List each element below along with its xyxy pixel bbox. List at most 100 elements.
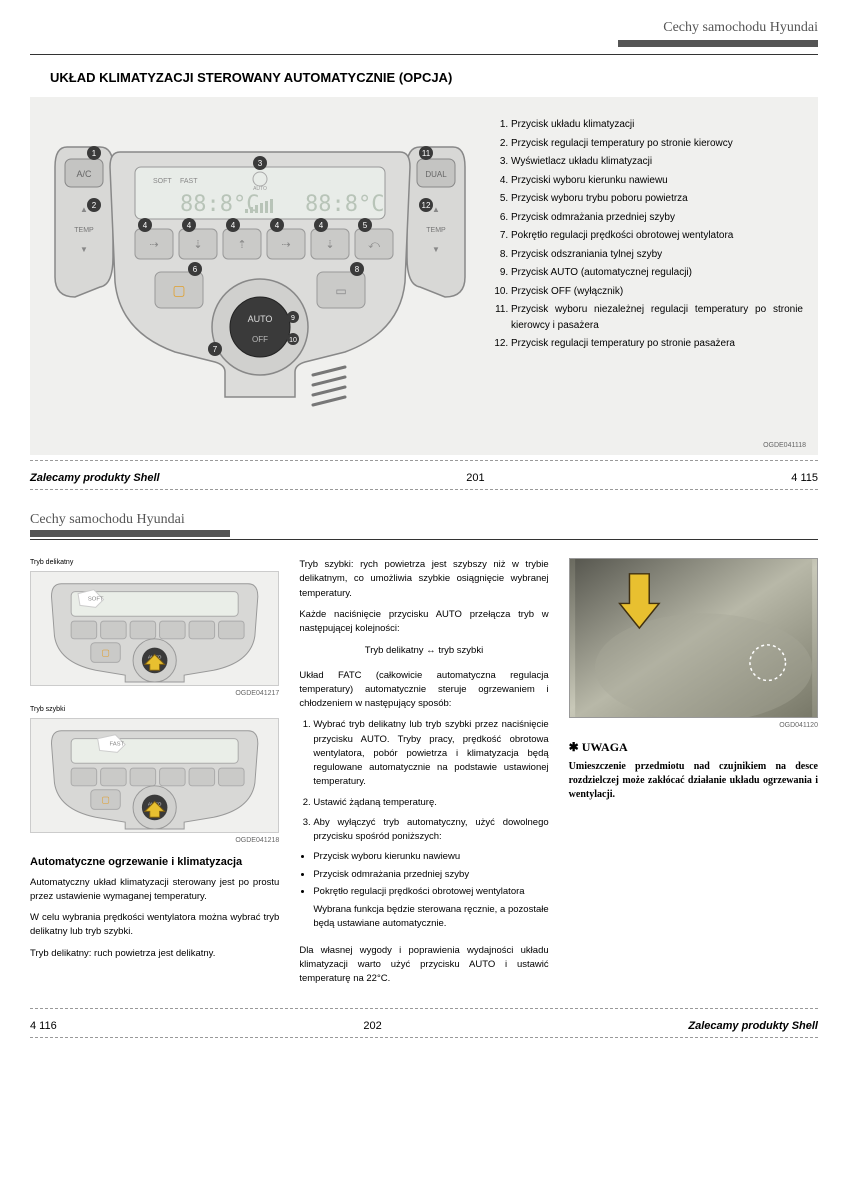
notice-title: ✱ UWAGA bbox=[569, 738, 818, 756]
climate-diagram: A/C ▲ TEMP ▼ DUAL ▲ TEMP ▼ S bbox=[30, 97, 818, 455]
content-columns: Tryb delikatny SOFT ▢ AUTO bbox=[30, 558, 818, 993]
mini-code-1: OGDE041217 bbox=[30, 689, 279, 700]
legend-item: Pokrętło regulacji prędkości obrotowej w… bbox=[511, 228, 803, 244]
svg-text:⇣: ⇣ bbox=[193, 239, 202, 251]
soft-label: SOFT bbox=[153, 178, 172, 185]
auto-knob: AUTO bbox=[248, 314, 273, 324]
header-text: Cechy samochodu Hyundai bbox=[663, 20, 818, 35]
auto-heat-heading: Automatyczne ogrzewanie i klimatyzacja bbox=[30, 854, 279, 871]
image-code: OGDE041118 bbox=[763, 442, 806, 449]
fast-label: FAST bbox=[180, 178, 198, 185]
svg-text:8: 8 bbox=[355, 265, 360, 274]
svg-text:4: 4 bbox=[319, 221, 324, 230]
temp-label: TEMP bbox=[74, 227, 94, 234]
temp-right: 88:8°C bbox=[305, 192, 384, 217]
separator bbox=[30, 1008, 818, 1009]
svg-text:7: 7 bbox=[213, 345, 218, 354]
header-text-2: Cechy samochodu Hyundai bbox=[30, 512, 185, 527]
svg-text:▲: ▲ bbox=[80, 205, 88, 214]
mini-panel-fast: FAST ▢ AUTO bbox=[30, 718, 279, 833]
separator bbox=[30, 460, 818, 461]
bullet-item: Przycisk odmrażania przedniej szyby bbox=[313, 868, 548, 882]
bullet-item: Przycisk wyboru kierunku nawiewu bbox=[313, 850, 548, 864]
column-2: Tryb szybki: rych powietrza jest szybszy… bbox=[299, 558, 548, 993]
legend: Przycisk układu klimatyzacji Przycisk reg… bbox=[495, 117, 803, 440]
page-header: Cechy samochodu Hyundai bbox=[30, 20, 818, 55]
ac-label: A/C bbox=[76, 169, 92, 179]
section-title: UKŁAD KLIMATYZACJI STEROWANY AUTOMATYCZN… bbox=[50, 70, 818, 85]
photo-code: OGD041120 bbox=[569, 721, 818, 732]
svg-text:▭: ▭ bbox=[335, 284, 346, 298]
footer-shell-2: Zalecamy produkty Shell bbox=[688, 1020, 818, 1032]
separator bbox=[30, 489, 818, 490]
footer-shell: Zalecamy produkty Shell bbox=[30, 472, 160, 484]
mini-panel-soft: SOFT ▢ AUTO bbox=[30, 571, 279, 686]
col2-p5: Dla własnej wygody i poprawienia wydajno… bbox=[299, 944, 548, 987]
steps-list: Wybrać tryb delikatny lub tryb szybki pr… bbox=[299, 718, 548, 844]
svg-text:4: 4 bbox=[231, 221, 236, 230]
legend-item: Przycisk odszraniania tylnej szyby bbox=[511, 247, 803, 263]
svg-text:⇢: ⇢ bbox=[149, 239, 158, 251]
step-item: Ustawić żądaną temperaturę. bbox=[313, 796, 548, 810]
page-1: Cechy samochodu Hyundai UKŁAD KLIMATYZAC… bbox=[0, 0, 848, 502]
svg-text:▼: ▼ bbox=[80, 245, 88, 254]
header-bar bbox=[618, 40, 818, 47]
legend-item: Przycisk regulacji temperatury po stroni… bbox=[511, 336, 803, 352]
footer-page-num-2: 202 bbox=[363, 1020, 381, 1032]
legend-item: Przycisk regulacji temperatury po stroni… bbox=[511, 136, 803, 152]
svg-text:▢: ▢ bbox=[101, 647, 109, 657]
page-footer-2: 4 116 202 Zalecamy produkty Shell bbox=[30, 1017, 818, 1035]
bullet-item: Pokrętło regulacji prędkości obrotowej w… bbox=[313, 885, 548, 899]
legend-item: Przycisk układu klimatyzacji bbox=[511, 117, 803, 133]
svg-text:10: 10 bbox=[289, 337, 297, 344]
svg-text:▼: ▼ bbox=[432, 245, 440, 254]
step-item: Wybrać tryb delikatny lub tryb szybki pr… bbox=[313, 718, 548, 789]
footer-left: 4 116 bbox=[30, 1020, 57, 1032]
svg-text:▢: ▢ bbox=[101, 794, 109, 804]
svg-text:4: 4 bbox=[143, 221, 148, 230]
notice-title-text: UWAGA bbox=[582, 740, 628, 754]
mode-label-1: Tryb delikatny bbox=[30, 558, 279, 569]
svg-text:2: 2 bbox=[92, 201, 97, 210]
svg-text:5: 5 bbox=[363, 221, 368, 230]
svg-text:▢: ▢ bbox=[172, 282, 185, 298]
mode-label-2: Tryb szybki bbox=[30, 705, 279, 716]
svg-text:6: 6 bbox=[193, 265, 198, 274]
separator bbox=[30, 1037, 818, 1038]
page-footer: Zalecamy produkty Shell 201 4 115 bbox=[30, 469, 818, 487]
col2-p3: Układ FATC (całkowicie automatyczna regu… bbox=[299, 669, 548, 712]
svg-text:▲: ▲ bbox=[432, 205, 440, 214]
page-header-2: Cechy samochodu Hyundai bbox=[30, 512, 818, 540]
page-2: Cechy samochodu Hyundai Tryb delikatny S… bbox=[0, 502, 848, 1050]
col2-p1: Tryb szybki: rych powietrza jest szybszy… bbox=[299, 558, 548, 601]
bullets-list: Przycisk wyboru kierunku nawiewu Przycisk… bbox=[299, 850, 548, 899]
svg-text:9: 9 bbox=[291, 315, 295, 322]
svg-text:SOFT: SOFT bbox=[88, 596, 104, 602]
svg-text:1: 1 bbox=[92, 149, 97, 158]
col2-p4: Wybrana funkcja będzie sterowana ręcznie… bbox=[299, 903, 548, 932]
col1-p1: Automatyczny układ klimatyzacji sterowan… bbox=[30, 876, 279, 905]
legend-item: Przycisk odmrażania przedniej szyby bbox=[511, 210, 803, 226]
sensor-photo bbox=[569, 558, 818, 718]
temp-left: 88:8°C bbox=[180, 192, 259, 217]
column-3: OGD041120 ✱ UWAGA Umieszczenie przedmiot… bbox=[569, 558, 818, 993]
svg-text:⇢: ⇢ bbox=[281, 239, 290, 251]
svg-text:⇣: ⇣ bbox=[325, 239, 334, 251]
legend-item: Przyciski wyboru kierunku nawiewu bbox=[511, 173, 803, 189]
notice-star: ✱ bbox=[569, 740, 579, 754]
footer-right: 4 115 bbox=[791, 472, 818, 484]
toggle-line: Tryb delikatny ↔ tryb szybki bbox=[299, 644, 548, 658]
dual-label: DUAL bbox=[425, 170, 447, 179]
svg-text:4: 4 bbox=[187, 221, 192, 230]
legend-item: Przycisk OFF (wyłącznik) bbox=[511, 284, 803, 300]
col1-p2: W celu wybrania prędkości wentylatora mo… bbox=[30, 911, 279, 940]
temp-label-r: TEMP bbox=[426, 227, 446, 234]
legend-item: Przycisk wyboru niezależnej regulacji te… bbox=[511, 302, 803, 333]
svg-text:11: 11 bbox=[422, 149, 431, 158]
header-bar-2 bbox=[30, 530, 230, 537]
legend-item: Wyświetlacz układu klimatyzacji bbox=[511, 154, 803, 170]
column-1: Tryb delikatny SOFT ▢ AUTO bbox=[30, 558, 279, 993]
col1-p3: Tryb delikatny: ruch powietrza jest deli… bbox=[30, 947, 279, 961]
svg-text:3: 3 bbox=[258, 159, 263, 168]
off-knob: OFF bbox=[252, 335, 268, 344]
